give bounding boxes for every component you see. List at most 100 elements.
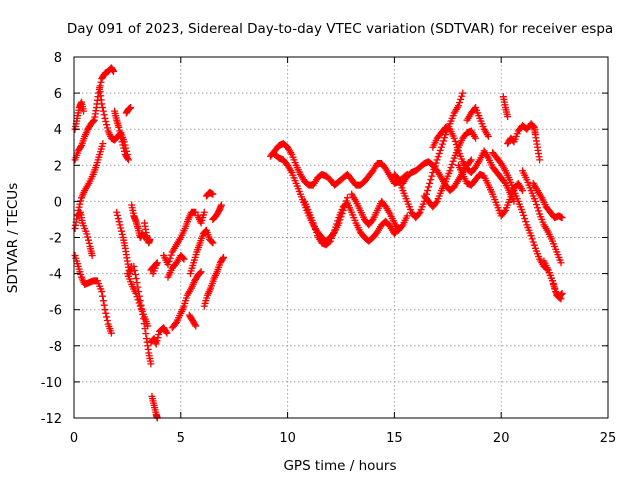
data-point: [331, 226, 339, 234]
data-point: [446, 167, 454, 175]
data-point-interp: [432, 199, 440, 207]
data-point-interp: [466, 157, 474, 165]
data-series: [454, 161, 527, 220]
y-tick-label: 4: [54, 123, 62, 138]
data-point: [459, 89, 467, 97]
data-point-interp: [441, 134, 449, 142]
data-point-interp: [449, 157, 457, 165]
data-point-interp: [118, 227, 126, 235]
data-point: [197, 268, 205, 276]
data-series: [147, 259, 161, 278]
data-point: [484, 132, 492, 140]
data-series: [519, 167, 565, 267]
data-point: [558, 289, 566, 297]
data-point: [192, 208, 200, 216]
data-point-interp: [310, 222, 318, 230]
data-point-interp: [534, 204, 542, 212]
data-point-interp: [99, 292, 107, 300]
data-point-interp: [191, 321, 199, 329]
data-point: [101, 114, 109, 122]
data-point-interp: [116, 127, 124, 135]
data-point-interp: [427, 176, 435, 184]
data-series: [540, 257, 566, 301]
data-point-interp: [154, 334, 162, 342]
data-point-interp: [132, 275, 140, 283]
data-point: [209, 190, 217, 198]
data-point-interp: [521, 215, 529, 223]
x-axis-label: GPS time / hours: [283, 458, 396, 474]
data-series: [186, 226, 217, 278]
y-tick-label: 6: [54, 87, 62, 102]
data-point: [124, 156, 132, 164]
data-point: [107, 329, 115, 337]
data-point-interp: [134, 296, 142, 304]
data-point-interp: [451, 137, 459, 145]
x-tick-label: 10: [279, 431, 296, 446]
data-series: [322, 159, 411, 189]
data-point-interp: [458, 92, 466, 100]
data-point-interp: [103, 124, 111, 132]
data-point: [110, 67, 118, 75]
data-point: [472, 134, 480, 142]
data-series: [123, 270, 152, 330]
data-point-interp: [453, 144, 461, 152]
data-point: [116, 221, 124, 229]
y-tick-label: -6: [49, 304, 62, 319]
data-series: [160, 208, 200, 269]
data-point-interp: [520, 211, 528, 219]
data-point: [99, 140, 107, 148]
data-point: [450, 134, 458, 142]
data-points: [71, 64, 566, 422]
y-tick-label: -10: [41, 376, 62, 391]
data-series: [209, 201, 225, 223]
data-point-interp: [325, 238, 333, 246]
data-series: [504, 120, 544, 164]
data-point-interp: [118, 230, 126, 238]
data-point-interp: [165, 257, 173, 265]
data-point-interp: [119, 141, 127, 149]
data-series: [71, 64, 118, 164]
data-point-interp: [84, 233, 92, 241]
data-point: [180, 255, 188, 263]
data-point: [519, 187, 527, 195]
data-point: [146, 235, 154, 243]
data-point: [309, 219, 317, 227]
data-point: [454, 102, 462, 110]
data-point-interp: [120, 147, 128, 155]
data-point-interp: [166, 254, 174, 262]
data-point-interp: [500, 178, 508, 186]
data-point: [403, 212, 411, 220]
y-tick-label: -4: [49, 268, 62, 283]
data-point: [147, 360, 155, 368]
data-point: [144, 322, 152, 330]
data-point: [217, 201, 225, 209]
x-tick-label: 15: [386, 431, 403, 446]
data-point-interp: [142, 330, 150, 338]
axis-ticks: 0 5 10 15 20 25 -12 -10 -8 -6 -4 -2 0 2 4 6 8: [41, 51, 617, 446]
data-point: [531, 197, 539, 205]
data-point-interp: [436, 146, 444, 154]
data-point-interp: [100, 301, 108, 309]
data-point-interp: [89, 117, 97, 125]
data-point-interp: [102, 309, 110, 317]
data-series: [194, 208, 208, 227]
data-point-interp: [530, 241, 538, 249]
chart-title: Day 091 of 2023, Sidereal Day-to-day VTE…: [67, 21, 613, 37]
data-series: [529, 179, 566, 222]
data-point: [133, 279, 141, 287]
data-point-interp: [116, 131, 124, 139]
data-point: [149, 270, 157, 278]
data-series: [148, 392, 161, 422]
data-point: [164, 261, 172, 269]
data-point-interp: [117, 134, 125, 142]
data-point: [74, 206, 82, 214]
data-point: [118, 138, 126, 146]
y-tick-label: 8: [54, 51, 62, 66]
data-point: [98, 288, 106, 296]
y-tick-label: 2: [54, 159, 62, 174]
data-point-interp: [208, 238, 216, 246]
data-point: [132, 289, 140, 297]
data-point-interp: [179, 254, 187, 262]
data-point-interp: [75, 203, 83, 211]
data-point-interp: [435, 150, 443, 158]
